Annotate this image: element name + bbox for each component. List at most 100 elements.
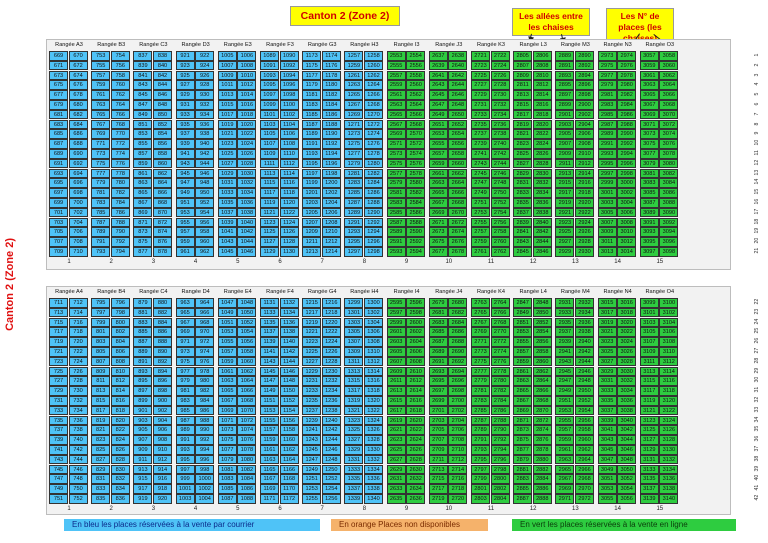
seat[interactable]: 851 [133, 119, 153, 130]
seat[interactable]: 1340 [364, 494, 383, 504]
seat[interactable]: 866 [153, 188, 172, 198]
seat[interactable]: 1296 [364, 237, 383, 247]
seat[interactable]: 1070 [237, 405, 257, 416]
seat[interactable]: 1105 [260, 129, 279, 139]
seat[interactable]: 2756 [490, 217, 510, 228]
seat[interactable]: 1206 [321, 207, 341, 218]
seat[interactable]: 3092 [659, 217, 679, 228]
seat[interactable]: 2722 [490, 51, 510, 61]
seat[interactable]: 2684 [448, 317, 468, 328]
seat[interactable]: 2611 [386, 376, 406, 386]
seat[interactable]: 829 [91, 464, 111, 475]
seat[interactable]: 2606 [406, 347, 426, 357]
seat[interactable]: 2902 [575, 109, 594, 120]
seat[interactable]: 2886 [532, 484, 552, 494]
seat[interactable]: 2803 [471, 494, 490, 504]
seat[interactable]: 2792 [490, 435, 510, 445]
seat[interactable]: 3106 [659, 327, 679, 337]
seat[interactable]: 1111 [260, 158, 279, 169]
seat[interactable]: 1165 [260, 464, 279, 475]
seat[interactable]: 870 [153, 207, 172, 218]
seat[interactable]: 3115 [639, 376, 659, 386]
seat[interactable]: 1135 [260, 317, 279, 328]
seat[interactable]: 738 [68, 425, 88, 435]
seat[interactable]: 1309 [344, 347, 364, 357]
seat[interactable]: 2974 [617, 51, 637, 61]
seat[interactable]: 1086 [237, 484, 257, 494]
seat[interactable]: 2574 [406, 149, 426, 159]
seat[interactable]: 2750 [490, 188, 510, 198]
seat[interactable]: 1018 [237, 109, 257, 120]
seat[interactable]: 1159 [260, 435, 279, 445]
seat[interactable]: 3069 [639, 109, 659, 120]
seat[interactable]: 3042 [617, 425, 637, 435]
seat[interactable]: 1334 [364, 464, 383, 475]
seat[interactable]: 2656 [448, 139, 468, 149]
seat[interactable]: 1082 [237, 464, 257, 475]
seat[interactable]: 690 [68, 149, 88, 159]
seat[interactable]: 882 [153, 307, 172, 318]
seat[interactable]: 1001 [175, 484, 195, 494]
seat[interactable]: 1021 [217, 129, 237, 139]
seat[interactable]: 723 [49, 356, 68, 367]
seat[interactable]: 1292 [364, 217, 383, 228]
seat[interactable]: 894 [153, 366, 172, 377]
seat[interactable]: 2812 [532, 80, 552, 90]
seat[interactable]: 1050 [237, 307, 257, 318]
seat[interactable]: 2687 [428, 337, 448, 347]
seat[interactable]: 2710 [448, 445, 468, 455]
seat[interactable]: 2563 [386, 100, 406, 110]
seat[interactable]: 1306 [364, 327, 383, 337]
seat[interactable]: 2705 [428, 425, 448, 435]
seat[interactable]: 677 [49, 90, 68, 100]
seat[interactable]: 3094 [659, 227, 679, 237]
seat[interactable]: 868 [153, 198, 172, 208]
seat[interactable]: 1087 [217, 494, 237, 504]
seat[interactable]: 706 [68, 227, 88, 237]
seat[interactable]: 877 [133, 247, 153, 257]
seat[interactable]: 2586 [406, 207, 426, 218]
seat[interactable]: 964 [195, 298, 215, 308]
seat[interactable]: 997 [175, 464, 195, 475]
seat[interactable]: 1183 [302, 100, 322, 110]
seat[interactable]: 801 [91, 327, 111, 337]
seat[interactable]: 3105 [639, 327, 659, 337]
seat[interactable]: 1273 [344, 129, 364, 139]
seat[interactable]: 3026 [617, 347, 637, 357]
seat[interactable]: 1195 [302, 158, 322, 169]
seat[interactable]: 3049 [597, 464, 617, 475]
seat[interactable]: 3097 [639, 247, 659, 257]
seat[interactable]: 923 [175, 60, 195, 71]
seat[interactable]: 1000 [195, 474, 215, 484]
seat[interactable]: 2663 [428, 178, 448, 188]
seat[interactable]: 2638 [448, 51, 468, 61]
seat[interactable]: 823 [91, 435, 111, 445]
seat[interactable]: 1068 [237, 396, 257, 406]
seat[interactable]: 2937 [555, 327, 575, 337]
seat[interactable]: 2919 [555, 198, 575, 208]
seat[interactable]: 1221 [302, 327, 322, 337]
seat[interactable]: 2645 [428, 90, 448, 100]
seat[interactable]: 2987 [597, 119, 617, 130]
seat[interactable]: 2871 [513, 415, 533, 426]
seat[interactable]: 3011 [597, 237, 617, 247]
seat[interactable]: 2716 [448, 474, 468, 484]
seat[interactable]: 2868 [532, 396, 552, 406]
seat[interactable]: 825 [91, 445, 111, 455]
seat[interactable]: 2797 [471, 464, 490, 475]
seat[interactable]: 931 [175, 100, 195, 110]
seat[interactable]: 3053 [597, 484, 617, 494]
seat[interactable]: 1217 [302, 307, 322, 318]
seat[interactable]: 939 [175, 139, 195, 149]
seat[interactable]: 3024 [617, 337, 637, 347]
seat[interactable]: 1283 [344, 178, 364, 188]
seat[interactable]: 1103 [260, 119, 279, 130]
seat[interactable]: 2641 [428, 70, 448, 81]
seat[interactable]: 1145 [260, 366, 279, 377]
seat[interactable]: 1230 [321, 366, 341, 377]
seat[interactable]: 1168 [279, 474, 299, 484]
seat[interactable]: 2976 [617, 60, 637, 71]
seat[interactable]: 1335 [344, 474, 364, 484]
seat[interactable]: 822 [110, 425, 130, 435]
seat[interactable]: 1148 [279, 376, 299, 386]
